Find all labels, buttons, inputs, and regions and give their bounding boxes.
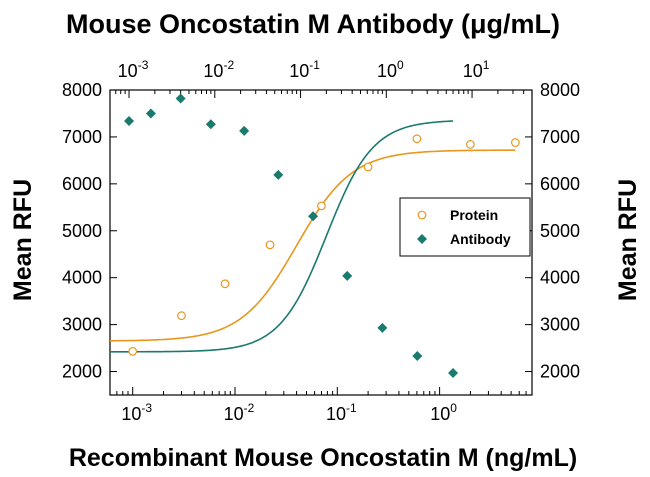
x-tick-label-top: 10-3 <box>118 58 149 81</box>
y-tick-label-left: 3000 <box>62 315 102 335</box>
data-point-antibody <box>239 125 250 136</box>
data-point-antibody <box>273 169 284 180</box>
data-point-protein <box>363 162 373 172</box>
data-point-protein <box>466 140 475 149</box>
y-tick-label-left: 7000 <box>62 127 102 147</box>
data-point-antibody <box>175 93 186 104</box>
data-point-protein <box>220 279 230 289</box>
x-tick-label-top: 10-1 <box>289 58 320 81</box>
data-point-antibody <box>377 322 388 333</box>
y-tick-label-right: 2000 <box>540 362 580 382</box>
x-tick-label-top: 10-2 <box>203 58 234 81</box>
x-tick-label-bottom: 10-2 <box>224 401 255 424</box>
y-tick-label-right: 8000 <box>540 80 580 100</box>
y-tick-label-left: 2000 <box>62 362 102 382</box>
legend: Protein Antibody <box>399 197 531 257</box>
data-point-antibody <box>308 211 319 222</box>
y-axis-label-left: Mean RFU <box>9 179 37 301</box>
data-point-protein <box>265 240 275 250</box>
axis-ticks: 2000 2000 3000 3000 4000 4000 5000 5000 6000 6000… <box>62 58 580 424</box>
y-tick-label-left: 8000 <box>62 80 102 100</box>
data-point-antibody <box>124 115 135 126</box>
legend-marker-protein <box>417 210 427 220</box>
data-point-protein <box>177 311 186 321</box>
x-tick-label-bottom: 100 <box>430 401 457 424</box>
data-point-protein <box>128 346 138 356</box>
y-tick-label-left: 6000 <box>62 174 102 194</box>
legend-marker-antibody <box>417 234 427 244</box>
data-point-protein <box>317 201 326 211</box>
data-point-antibody <box>205 119 216 130</box>
x-tick-label-top: 101 <box>463 58 490 81</box>
legend-label-antibody: Antibody <box>450 231 511 247</box>
x-tick-label-top: 100 <box>377 58 404 81</box>
y-tick-label-right: 7000 <box>540 127 580 147</box>
x-tick-label-bottom: 10-3 <box>121 401 152 424</box>
fit-curve-antibody <box>110 120 454 353</box>
x-tick-label-bottom: 10-1 <box>326 401 357 424</box>
x-axis-label: Recombinant Mouse Oncostatin M (ng/mL) <box>69 444 577 472</box>
legend-box <box>399 197 531 257</box>
data-point-antibody <box>412 351 423 362</box>
data-point-antibody <box>145 108 156 119</box>
y-tick-label-right: 6000 <box>540 174 580 194</box>
y-tick-label-right: 3000 <box>540 315 580 335</box>
y-tick-label-right: 4000 <box>540 268 580 288</box>
data-points <box>124 93 520 378</box>
data-point-protein <box>510 138 520 147</box>
data-point-protein <box>412 134 422 144</box>
legend-label-protein: Protein <box>450 207 498 223</box>
y-axis-label-right: Mean RFU <box>614 179 642 301</box>
y-tick-label-left: 5000 <box>62 221 102 241</box>
data-point-antibody <box>448 367 459 378</box>
data-point-antibody <box>342 270 353 281</box>
chart-title: Mouse Oncostatin M Antibody (μg/mL) <box>66 9 560 39</box>
y-tick-label-right: 5000 <box>540 221 580 241</box>
y-tick-label-left: 4000 <box>62 268 102 288</box>
